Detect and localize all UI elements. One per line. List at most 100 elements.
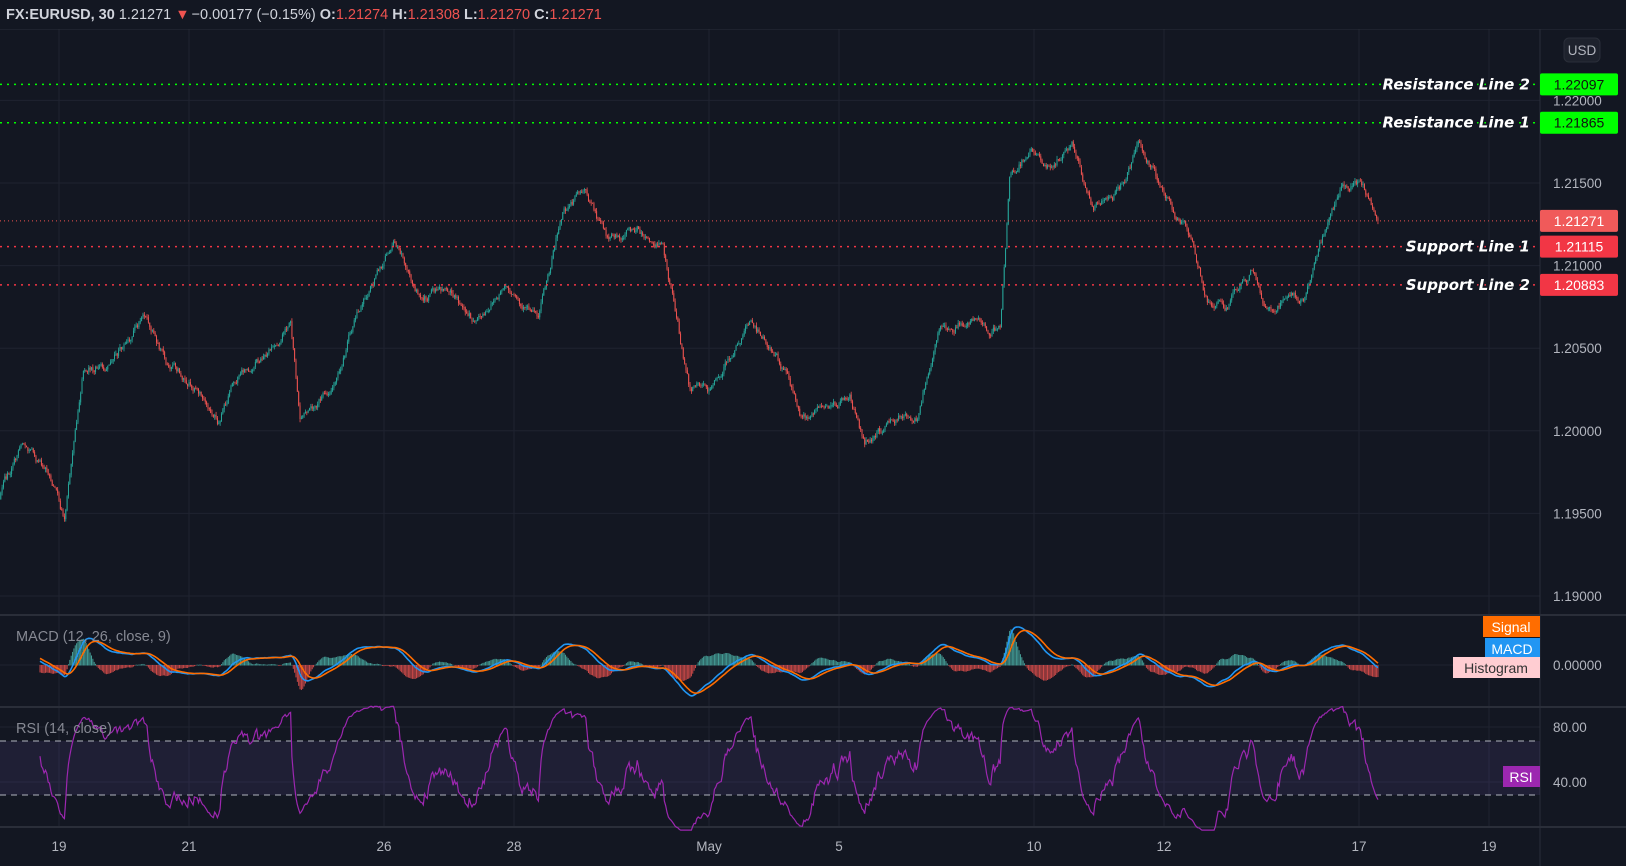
histogram-bar <box>980 665 982 670</box>
histogram-bar <box>795 665 797 672</box>
histogram-bar <box>927 655 929 666</box>
candle-body <box>231 382 233 387</box>
candle-body <box>1312 268 1314 275</box>
candle-body <box>317 404 319 408</box>
histogram-bar <box>1158 665 1160 675</box>
candle-body <box>401 253 403 255</box>
candle-body <box>1116 189 1118 192</box>
histogram-bar <box>47 665 49 673</box>
candle-body <box>72 453 74 464</box>
histogram-bar <box>658 665 660 667</box>
histogram-bar <box>961 665 963 672</box>
histogram-bar <box>907 663 909 666</box>
candle-body <box>914 418 916 422</box>
candle-body <box>860 427 862 430</box>
price-axis[interactable]: 1.220001.215001.210001.205001.200001.195… <box>1553 93 1602 604</box>
histogram-bar <box>1182 665 1184 669</box>
histogram-bar <box>490 660 492 666</box>
candle-body <box>1129 167 1131 169</box>
candle-body <box>1372 205 1374 209</box>
histogram-bar <box>772 665 774 674</box>
candle-body <box>1357 181 1359 185</box>
candle-body <box>1274 311 1276 312</box>
candle-body <box>934 344 936 352</box>
candle-body <box>1112 197 1114 201</box>
histogram-bar <box>279 665 281 666</box>
candle-body <box>1261 292 1262 298</box>
candle-body <box>949 328 951 330</box>
time-axis[interactable]: 19 21 26 28 May 5 10 12 17 19 <box>51 839 1496 854</box>
histogram-bar <box>1361 665 1363 672</box>
candle-body <box>57 489 59 494</box>
histogram-bar <box>1332 658 1334 666</box>
symbol-interval[interactable]: FX:EURUSD, 30 <box>6 6 115 23</box>
histogram-bar <box>417 665 419 678</box>
histogram-bar <box>1089 665 1091 678</box>
candle-body <box>1106 197 1108 199</box>
candle-body <box>279 343 281 346</box>
candle-body <box>344 355 346 358</box>
candle-body <box>1205 294 1207 297</box>
histogram-bar <box>1017 646 1019 666</box>
candle-body <box>1001 309 1002 328</box>
candle-body <box>621 238 623 240</box>
candle-body <box>50 475 52 482</box>
candle-body <box>348 334 350 342</box>
histogram-bar <box>570 660 572 666</box>
histogram-bar <box>1290 660 1292 666</box>
candle-body <box>700 385 702 387</box>
candle-body <box>1164 193 1166 198</box>
candle-body <box>315 406 317 408</box>
candle-body <box>170 366 172 370</box>
candle-body <box>464 307 466 313</box>
candle-body <box>778 360 780 364</box>
histogram-bar <box>357 656 359 666</box>
histogram-bar <box>383 665 385 667</box>
price-tick: 1.21500 <box>1553 176 1602 191</box>
candle-body <box>1128 167 1130 173</box>
candle-body <box>313 407 315 409</box>
candle-body <box>292 337 294 349</box>
histogram-bar <box>1344 664 1346 666</box>
histogram-bar <box>728 653 730 666</box>
histogram-bar <box>804 665 806 670</box>
candle-body <box>332 387 334 391</box>
candle-body <box>445 288 447 289</box>
histogram-bar <box>1106 661 1108 666</box>
signal-tag <box>1483 616 1540 637</box>
histogram-bar <box>65 665 67 674</box>
candle-body <box>879 428 881 432</box>
candle-body <box>1191 238 1193 241</box>
histogram-bar <box>774 665 776 673</box>
candle-body <box>114 354 116 360</box>
histogram-bar <box>1225 659 1227 666</box>
candle-body <box>1089 192 1091 199</box>
candle-body <box>1340 186 1342 191</box>
candle-body <box>1189 234 1191 237</box>
candle-body <box>539 311 541 318</box>
candle-body <box>1171 204 1173 210</box>
histogram-bar <box>1067 665 1069 667</box>
candle-body <box>979 318 981 321</box>
candle-body <box>1270 306 1272 310</box>
candle-body <box>349 332 351 335</box>
currency-button[interactable]: USD <box>1563 37 1601 63</box>
candle-body <box>1032 148 1034 152</box>
histogram-bar <box>1244 656 1246 666</box>
histogram-bar <box>319 659 321 666</box>
candle-body <box>168 365 170 367</box>
candle-body <box>1060 160 1062 161</box>
candle-body <box>931 358 933 366</box>
histogram-bar <box>333 657 335 666</box>
candle-body <box>629 227 631 231</box>
candle-body <box>1133 152 1135 157</box>
candle-body <box>983 323 985 325</box>
currency-button-label[interactable]: USD <box>1568 43 1597 58</box>
histogram-bar <box>875 664 877 666</box>
candle-body <box>812 413 814 415</box>
candle-body <box>926 377 928 384</box>
candle-body <box>506 286 508 288</box>
histogram-bar <box>1084 665 1086 678</box>
